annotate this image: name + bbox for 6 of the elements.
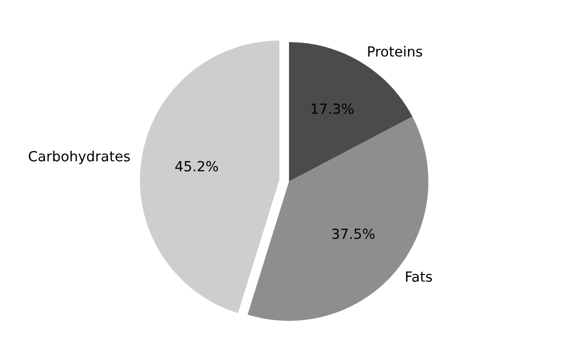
slice-label: Proteins xyxy=(368,46,422,57)
data-label: 17.3% xyxy=(312,103,354,114)
data-label: 37.5% xyxy=(332,228,375,240)
slice-label: Fats xyxy=(406,272,432,282)
slice-label: Carbohydrates xyxy=(28,150,130,164)
data-label: 45.2% xyxy=(175,160,218,172)
